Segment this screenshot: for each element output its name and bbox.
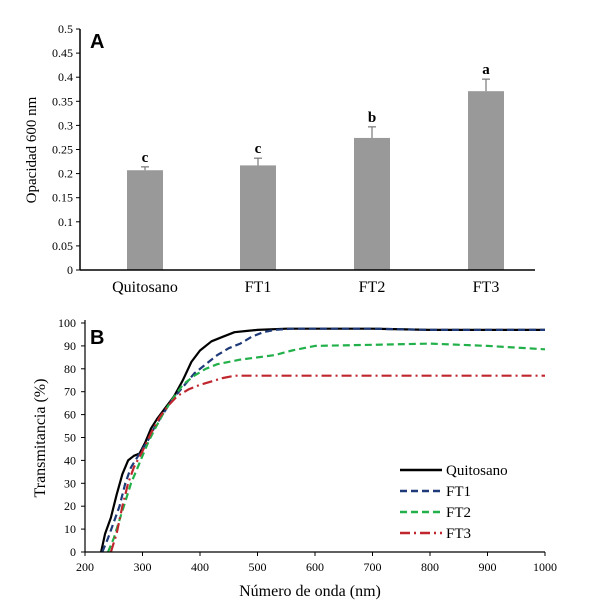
panel-b-y-tick-label: 50 [64, 431, 76, 445]
panel-a-significance-letter: b [368, 110, 376, 126]
panel-a-y-tick-label: 0.5 [58, 22, 73, 36]
panel-b-x-tick-label: 800 [421, 560, 439, 574]
panel-a-y-tick-label: 0.05 [52, 239, 73, 253]
panel-b-y-tick-label: 90 [64, 339, 76, 353]
panel-a-y-tick-label: 0.1 [58, 215, 73, 229]
panel-a-significance-letter: c [255, 141, 262, 157]
panel-a-y-tick-label: 0.3 [58, 118, 73, 132]
panel-b-y-tick-label: 0 [70, 545, 76, 559]
panel-a-bar [127, 170, 163, 270]
panel-b-label: B [90, 327, 104, 349]
panel-b-series-line-ft1 [101, 327, 545, 553]
panel-a-category-label: FT3 [473, 279, 500, 296]
panel-b-x-tick-label: 300 [134, 560, 152, 574]
panel-b-y-axis-label: Transmitancia (%) [32, 379, 49, 498]
panel-a-y-tick-label: 0.45 [52, 46, 73, 60]
panel-a-label: A [90, 31, 104, 53]
panel-a-y-tick-label: 0.4 [58, 70, 73, 84]
panel-b-series-line-ft3 [109, 374, 545, 553]
panel-a-category-label: Quitosano [112, 279, 178, 296]
legend-label: FT3 [446, 526, 471, 542]
panel-a-y-tick-label: 0.2 [58, 167, 73, 181]
panel-b-x-tick-label: 600 [306, 560, 324, 574]
legend-label: FT2 [446, 505, 471, 521]
panel-b-x-axis-label: Número de onda (nm) [239, 583, 381, 600]
panel-b-x-tick-label: 700 [364, 560, 382, 574]
panel-a-bar [354, 137, 390, 270]
panel-b-y-tick-label: 10 [64, 522, 76, 536]
panel-b-x-tick-label: 200 [76, 560, 94, 574]
panel-a-significance-letter: a [482, 62, 490, 78]
panel-a-y-tick-label: 0.15 [52, 191, 73, 205]
panel-b-series-line-ft2 [106, 342, 546, 553]
panel-b-y-tick-label: 40 [64, 453, 76, 467]
panel-a-y-axis-label: Opacidad 600 nm [24, 96, 40, 203]
panel-b-y-tick-label: 100 [58, 316, 76, 330]
panel-a-y-tick-label: 0.35 [52, 94, 73, 108]
panel-b-y-tick-label: 30 [64, 476, 76, 490]
panel-a-bar [240, 165, 276, 270]
panel-b-y-tick-label: 20 [64, 499, 76, 513]
panel-b-x-tick-label: 1000 [533, 560, 557, 574]
panel-b-x-tick-label: 500 [249, 560, 267, 574]
panel-a-category-label: FT2 [359, 279, 386, 296]
panel-a-bar-chart: A Opacidad 600 nm 0 0.05 0.1 0.15 0.2 0.25 0.3… [24, 22, 535, 296]
panel-b-y-tick-label: 70 [64, 385, 76, 399]
panel-a-y-tick-label: 0.25 [52, 143, 73, 157]
legend-label: Quitosano [446, 463, 508, 479]
panel-b-y-tick-label: 60 [64, 408, 76, 422]
panel-b-y-tick-label: 80 [64, 362, 76, 376]
panel-a-significance-letter: c [142, 150, 149, 166]
panel-b-series-line-quitosano [100, 327, 545, 553]
panel-b-x-tick-label: 400 [191, 560, 209, 574]
panel-b-line-chart: B Transmitancia (%) Número de onda (nm) … [32, 316, 557, 600]
panel-a-y-tick-label: 0 [67, 263, 73, 277]
panel-a-bar [468, 91, 504, 270]
panel-a-category-label: FT1 [245, 279, 272, 296]
legend-label: FT1 [446, 484, 471, 500]
panel-b-x-tick-label: 900 [479, 560, 497, 574]
